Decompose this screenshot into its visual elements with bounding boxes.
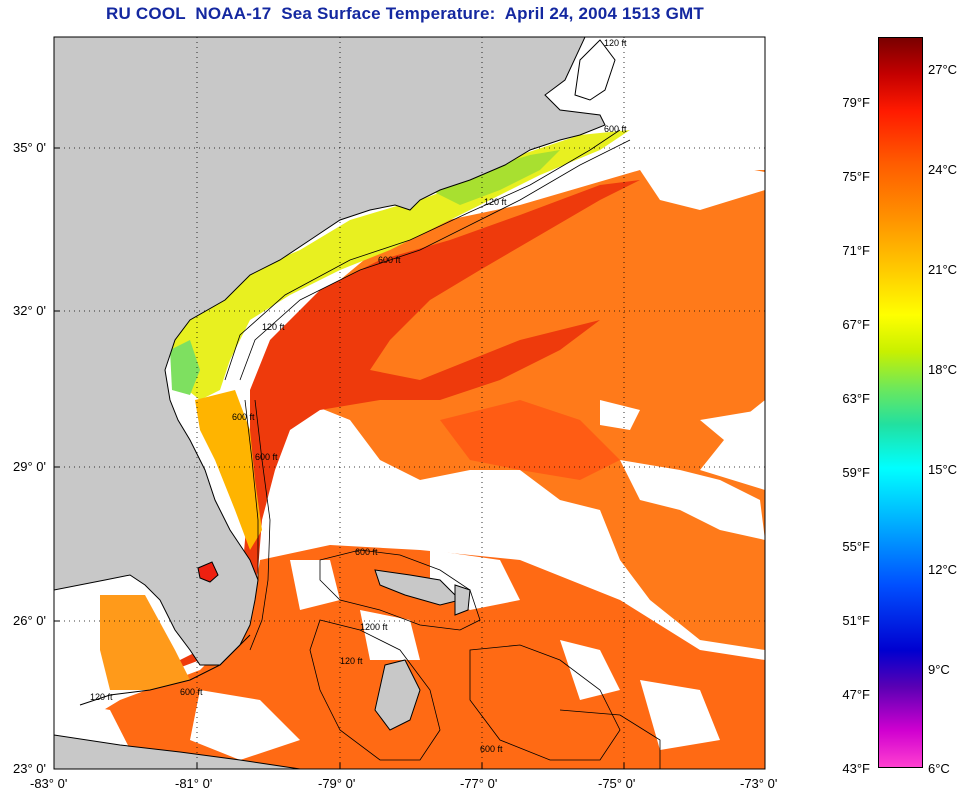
land-cuba: [54, 734, 301, 769]
land-southeast-us: [54, 37, 606, 666]
temperature-colorbar: [878, 37, 923, 768]
celsius-label: 6°C: [928, 761, 950, 776]
latitude-label: 26° 0': [13, 613, 46, 628]
gulf-stream: [90, 180, 640, 700]
contour-label: 120 ft: [484, 197, 507, 207]
longitude-label: -77° 0': [460, 776, 498, 791]
celsius-label: 12°C: [928, 562, 958, 577]
longitude-label: -83° 0': [30, 776, 68, 791]
map-frame: [53, 36, 766, 770]
celsius-label: 15°C: [928, 462, 958, 477]
land-grand-bahama: [374, 569, 461, 606]
land-andros-island: [374, 659, 421, 731]
fahrenheit-label: 47°F: [842, 687, 870, 702]
fahrenheit-label: 79°F: [842, 95, 870, 110]
contour-label: 600 ft: [232, 412, 255, 422]
shelf-water-florida: [195, 390, 262, 550]
fahrenheit-label: 55°F: [842, 539, 870, 554]
fahrenheit-label: 67°F: [842, 317, 870, 332]
latitude-label: 32° 0': [13, 303, 46, 318]
lake-okeechobee: [197, 561, 219, 583]
fahrenheit-label: 63°F: [842, 391, 870, 406]
contour-label: 600 ft: [480, 744, 503, 754]
axis-ticks: [54, 147, 625, 769]
longitude-label: -73° 0': [740, 776, 778, 791]
contour-label: 600 ft: [604, 124, 627, 134]
celsius-label: 18°C: [928, 362, 958, 377]
contour-label: 1200 ft: [360, 622, 388, 632]
shelf-water-carolinas: [170, 130, 630, 400]
fahrenheit-label: 59°F: [842, 465, 870, 480]
contour-label: 600 ft: [180, 687, 203, 697]
fahrenheit-label: 71°F: [842, 243, 870, 258]
celsius-label: 9°C: [928, 662, 950, 677]
latitude-label: 29° 0': [13, 459, 46, 474]
gulf-of-mexico-water: [100, 595, 190, 690]
longitude-label: -81° 0': [175, 776, 213, 791]
celsius-label: 21°C: [928, 262, 958, 277]
contour-label: 600 ft: [378, 255, 401, 265]
land-florida-keys: [79, 634, 251, 706]
contour-label: 120 ft: [90, 692, 113, 702]
graticule: [54, 37, 765, 769]
bathymetry-contours: [224, 129, 661, 769]
longitude-label: -79° 0': [318, 776, 356, 791]
contour-label: 600 ft: [255, 452, 278, 462]
pamlico-sound: [574, 39, 616, 101]
fahrenheit-label: 51°F: [842, 613, 870, 628]
shelf-water-cool-2: [170, 340, 200, 395]
latitude-label: 35° 0': [13, 140, 46, 155]
shelf-water-cool: [430, 150, 560, 205]
celsius-label: 27°C: [928, 62, 958, 77]
contour-label: 120 ft: [604, 38, 627, 48]
fahrenheit-label: 75°F: [842, 169, 870, 184]
contour-label: 120 ft: [262, 322, 285, 332]
land-abaco: [454, 584, 471, 616]
contour-labels: 120 ft 600 ft 120 ft 600 ft 120 ft 600 f…: [90, 38, 627, 754]
cloud-patches: [54, 160, 765, 769]
latitude-label: 23° 0': [13, 761, 46, 776]
fahrenheit-label: 43°F: [842, 761, 870, 776]
warm-eddy: [440, 400, 620, 480]
contour-label: 120 ft: [340, 656, 363, 666]
contour-label: 600 ft: [355, 547, 378, 557]
page-title: RU COOL NOAA-17 Sea Surface Temperature:…: [106, 4, 704, 23]
celsius-label: 24°C: [928, 162, 958, 177]
longitude-label: -75° 0': [598, 776, 636, 791]
